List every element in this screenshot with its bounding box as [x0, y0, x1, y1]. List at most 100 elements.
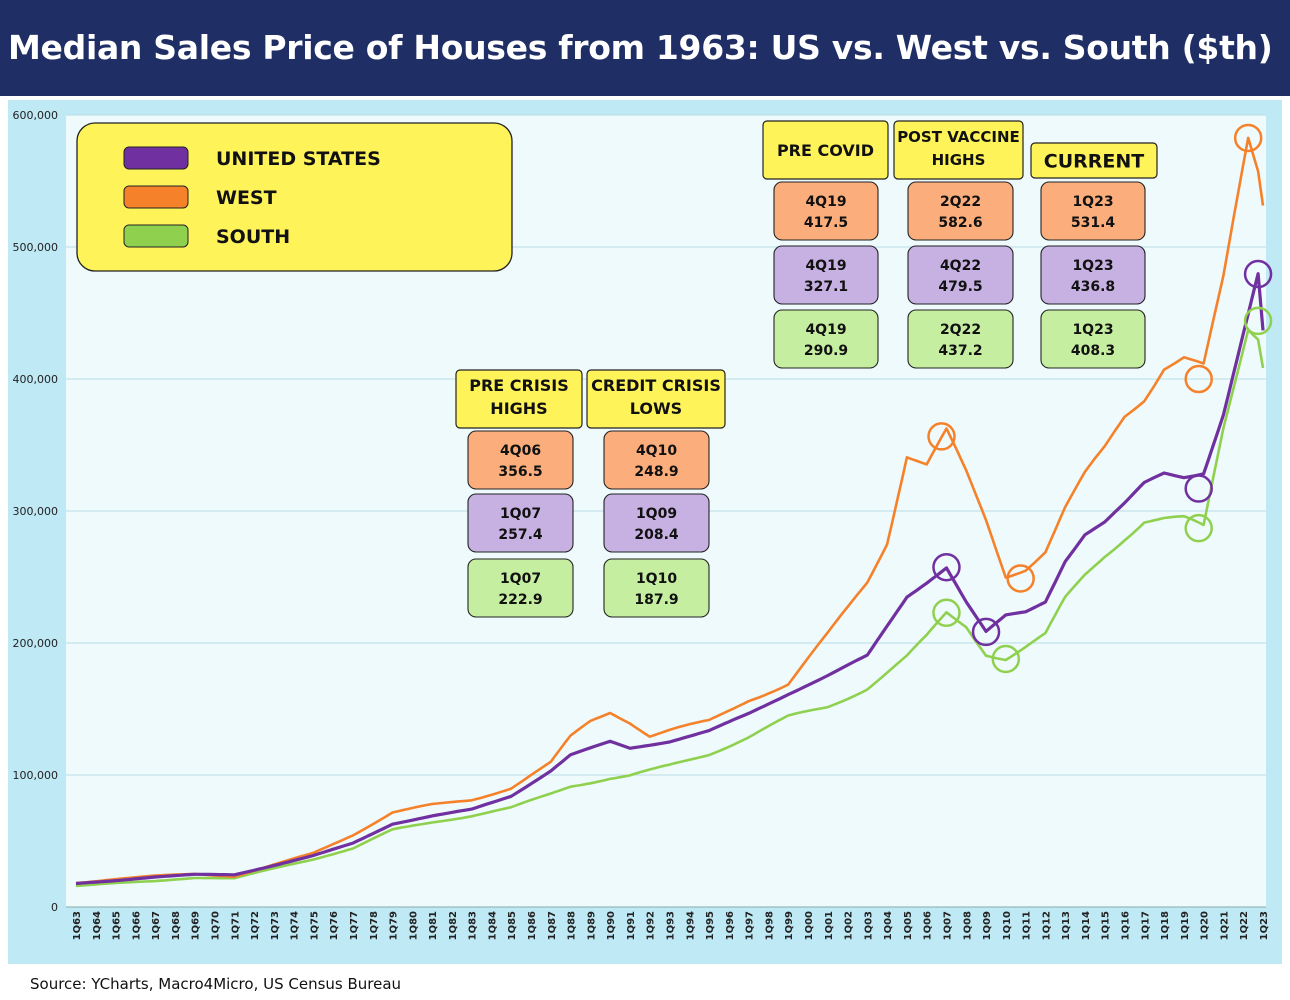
x-tick-label: 1Q08	[962, 911, 973, 940]
x-tick-label: 1Q76	[329, 911, 340, 940]
x-tick-label: 1Q95	[705, 911, 716, 940]
x-tick-label: 1Q86	[527, 911, 538, 940]
highlight-circle-west	[1184, 364, 1213, 394]
y-tick-label: 300,000	[13, 505, 59, 518]
legend: UNITED STATES WEST SOUTH	[76, 122, 513, 272]
x-tick-label: 1Q88	[567, 911, 578, 940]
annotation-header-box	[586, 369, 726, 429]
x-tick-label: 1Q89	[586, 911, 597, 940]
x-tick-label: 1Q90	[606, 911, 617, 940]
annotation-value-box-us	[1040, 245, 1146, 305]
annotation-quarter: 1Q07	[500, 506, 541, 522]
annotation-header-text: CREDIT CRISIS	[591, 376, 721, 395]
annotation-header-box	[1030, 142, 1158, 179]
x-tick-label: 1Q10	[1002, 911, 1013, 940]
x-tick-label: 1Q80	[408, 911, 419, 940]
highlight-circle-south	[932, 598, 961, 628]
annotation-header-text: CURRENT	[1044, 150, 1145, 172]
annotation-header-text: LOWS	[630, 399, 682, 418]
annotation-group: CURRENT 1Q23 531.4 1Q23 436.8 1Q23 408.3	[1030, 142, 1158, 369]
annotation-quarter: 4Q22	[940, 258, 981, 274]
x-tick-label: 1Q78	[369, 911, 380, 940]
series-lines	[75, 136, 1265, 888]
annotation-header-box	[762, 120, 889, 180]
annotation-quarter: 4Q19	[805, 322, 846, 338]
x-tick-label: 1Q21	[1219, 911, 1230, 940]
legend-swatch-us	[123, 146, 189, 170]
annotation-value-box-south	[603, 558, 710, 618]
y-tick-label: 600,000	[13, 109, 59, 122]
annotation-quarter: 2Q22	[940, 194, 981, 210]
annotation-value-box-south	[907, 309, 1014, 369]
annotation-value: 327.1	[804, 279, 848, 295]
annotation-value: 437.2	[938, 343, 982, 359]
x-tick-label: 1Q17	[1140, 911, 1151, 940]
annotation-group: PRE CRISIS HIGHS 4Q06 356.5 1Q07 257.4 1Q07 222…	[455, 369, 583, 618]
annotation-value-box-us	[467, 493, 574, 553]
annotation-header-text: HIGHS	[932, 151, 986, 169]
x-tick-label: 1Q00	[804, 911, 815, 940]
x-tick-label: 1Q13	[1061, 911, 1072, 940]
annotation-value: 248.9	[634, 464, 678, 480]
annotation-boxes: PRE CRISIS HIGHS 4Q06 356.5 1Q07 257.4 1Q07 222…	[455, 120, 1158, 618]
legend-label: WEST	[216, 187, 277, 209]
x-tick-label: 1Q94	[685, 911, 696, 940]
annotation-header-text: PRE COVID	[777, 141, 874, 160]
x-tick-label: 1Q16	[1121, 911, 1132, 940]
title-bar: Median Sales Price of Houses from 1963: …	[0, 0, 1290, 96]
annotation-value-box-us	[773, 245, 879, 305]
y-tick-label: 400,000	[13, 373, 59, 386]
x-tick-label: 1Q11	[1022, 911, 1033, 940]
x-tick-label: 1Q12	[1041, 911, 1052, 940]
annotation-quarter: 4Q10	[636, 443, 677, 459]
annotation-header-text: PRE CRISIS	[469, 376, 569, 395]
annotation-quarter: 4Q19	[805, 194, 846, 210]
annotation-value-box-west	[1040, 181, 1146, 241]
x-tick-label: 1Q74	[290, 911, 301, 940]
y-tick-label: 100,000	[13, 769, 59, 782]
annotation-header-box	[455, 369, 583, 429]
annotation-value: 356.5	[498, 464, 542, 480]
highlight-circle-west	[927, 422, 956, 451]
annotation-value: 290.9	[804, 343, 848, 359]
x-tick-label: 1Q65	[112, 911, 123, 940]
annotation-group: CREDIT CRISIS LOWS 4Q10 248.9 1Q09 208.4 1Q10 1…	[586, 369, 726, 618]
x-tick-label: 1Q15	[1101, 911, 1112, 940]
highlight-circle-us	[932, 552, 961, 582]
annotation-quarter: 4Q19	[805, 258, 846, 274]
x-tick-label: 1Q64	[92, 911, 103, 940]
annotation-value-box-us	[603, 493, 710, 553]
highlight-circle-south	[1184, 513, 1213, 543]
x-tick-label: 1Q96	[725, 911, 736, 940]
x-tick-label: 1Q82	[448, 911, 459, 940]
annotation-value: 436.8	[1071, 279, 1115, 295]
x-tick-label: 1Q68	[171, 911, 182, 940]
annotation-value: 408.3	[1071, 343, 1115, 359]
highlight-circle-us	[971, 617, 1001, 647]
x-tick-label: 1Q93	[666, 911, 677, 940]
x-tick-label: 1Q70	[210, 911, 221, 940]
annotation-value: 187.9	[634, 592, 678, 608]
legend-label: SOUTH	[216, 226, 290, 248]
y-tick-label: 200,000	[13, 637, 59, 650]
annotation-group: PRE COVID 4Q19 417.5 4Q19 327.1 4Q19 290.9	[762, 120, 889, 369]
chart-title: Median Sales Price of Houses from 1963: …	[8, 28, 1273, 67]
highlight-circle-west	[1006, 564, 1035, 593]
annotation-value: 531.4	[1071, 215, 1116, 231]
annotation-value-box-us	[907, 245, 1014, 305]
legend-label: UNITED STATES	[216, 148, 381, 170]
highlight-circle-west	[1233, 123, 1263, 153]
y-tick-label: 500,000	[13, 241, 59, 254]
x-tick-label: 1Q63	[72, 911, 83, 940]
annotation-quarter: 4Q06	[500, 443, 541, 459]
x-tick-label: 1Q81	[428, 911, 439, 940]
highlight-circle-us	[1243, 259, 1273, 289]
x-tick-label: 1Q75	[309, 911, 320, 940]
chart: 0 100,000 200,000 300,000 400,000 500,000 600,…	[8, 100, 1282, 964]
annotation-quarter: 2Q22	[940, 322, 981, 338]
highlight-circle-us	[1184, 474, 1213, 503]
y-axis: 0 100,000 200,000 300,000 400,000 500,000 600,…	[13, 109, 59, 914]
x-tick-label: 1Q69	[191, 911, 202, 940]
annotation-value: 479.5	[938, 279, 982, 295]
annotation-value: 257.4	[498, 527, 543, 543]
